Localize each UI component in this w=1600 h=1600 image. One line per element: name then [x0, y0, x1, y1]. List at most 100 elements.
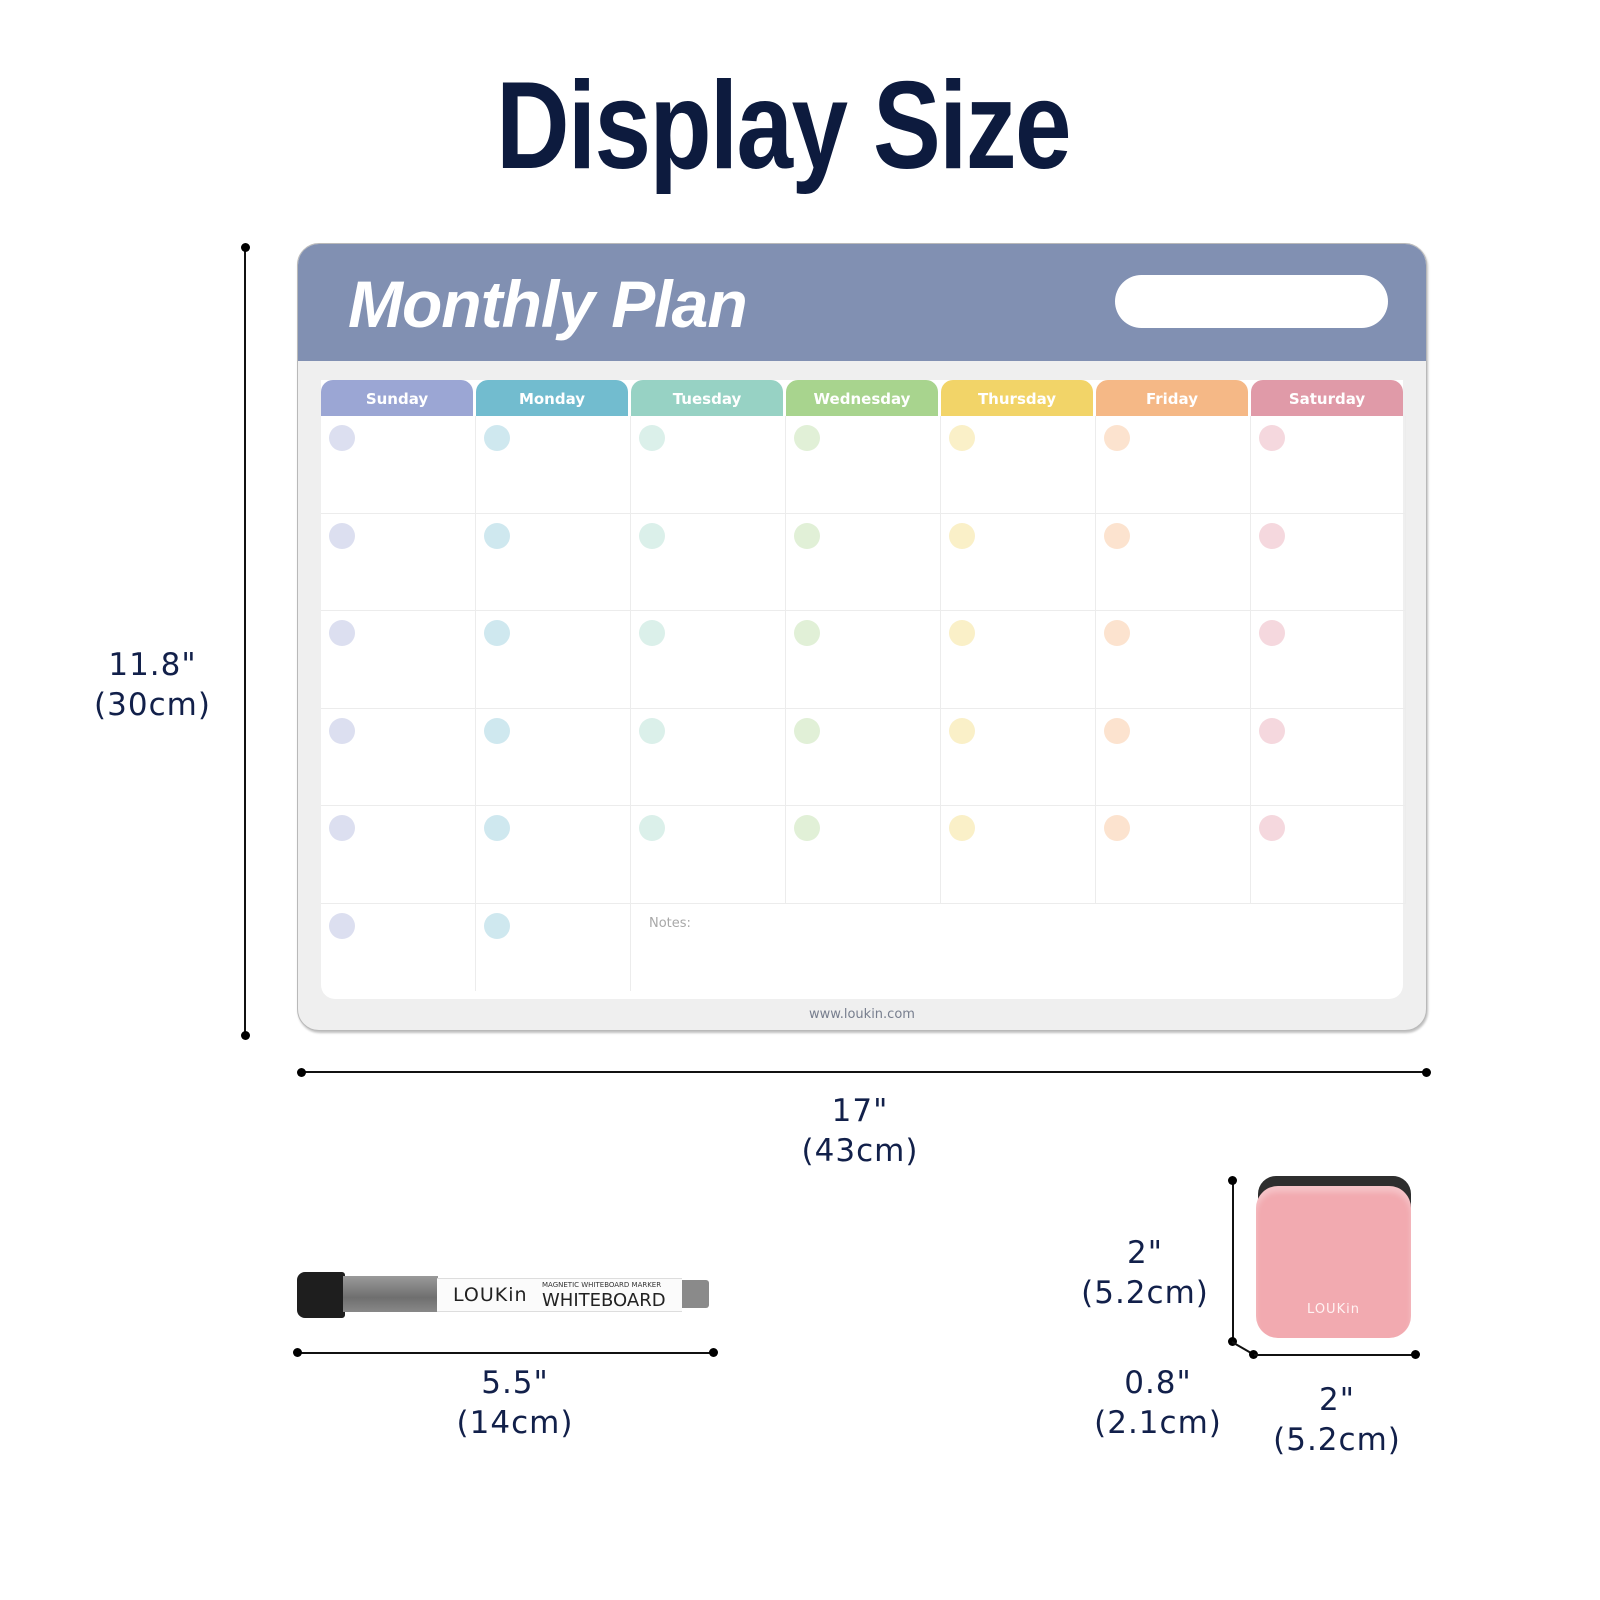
- monthly-plan-whiteboard: Monthly Plan Sunday Monday Tuesday Wednesda…: [297, 243, 1427, 1031]
- date-circle: [329, 522, 355, 549]
- dimension-endpoint: [241, 1031, 250, 1040]
- day-header-friday: Friday: [1096, 380, 1248, 416]
- calendar-grid: Sunday Monday Tuesday Wednesday Thursday Frid…: [321, 380, 1406, 999]
- whiteboard-marker: LOUKin MAGNETIC WHITEBOARD MARKER WHITEB…: [297, 1270, 709, 1320]
- dimension-endpoint: [241, 243, 250, 252]
- day-cell: [786, 806, 941, 904]
- date-circle: [949, 620, 975, 646]
- height-inches: 11.8": [108, 647, 197, 683]
- day-cell: [476, 708, 631, 806]
- eraser-width-label: 2" (5.2cm): [1247, 1380, 1427, 1460]
- width-dimension-line: [301, 1071, 1427, 1073]
- date-circle: [639, 717, 665, 744]
- date-circle: [794, 522, 820, 549]
- date-circle: [949, 717, 975, 744]
- day-cell: [1251, 611, 1406, 709]
- date-circle: [484, 522, 510, 549]
- date-circle: [639, 425, 665, 451]
- eraser-depth-cm: (2.1cm): [1094, 1405, 1222, 1441]
- day-header-sunday: Sunday: [321, 380, 473, 416]
- day-header-tuesday: Tuesday: [631, 380, 783, 416]
- date-circle: [949, 522, 975, 549]
- height-cm: (30cm): [94, 687, 211, 723]
- day-cell: [941, 611, 1096, 709]
- marker-length-label: 5.5" (14cm): [415, 1363, 615, 1443]
- date-circle: [639, 815, 665, 841]
- date-circle: [794, 717, 820, 744]
- day-cell: [321, 611, 476, 709]
- day-cell: [321, 513, 476, 611]
- date-circle: [329, 912, 355, 939]
- date-circle: [1104, 620, 1130, 646]
- dimension-endpoint: [293, 1348, 302, 1357]
- date-circle: [949, 425, 975, 451]
- dimension-endpoint: [1249, 1350, 1258, 1359]
- day-cell: [786, 416, 941, 514]
- marker-subtitle: MAGNETIC WHITEBOARD MARKER: [542, 1281, 662, 1289]
- day-cell: [321, 708, 476, 806]
- date-circle: [329, 620, 355, 646]
- dimension-endpoint: [1228, 1176, 1237, 1185]
- width-cm: (43cm): [801, 1133, 919, 1169]
- day-header-thursday: Thursday: [941, 380, 1093, 416]
- day-header-wednesday: Wednesday: [786, 380, 938, 416]
- day-cell: [1096, 513, 1251, 611]
- eraser-width-line: [1254, 1354, 1416, 1356]
- page-title: Display Size: [496, 57, 1071, 195]
- marker-length-cm: (14cm): [456, 1405, 574, 1441]
- day-cell: [941, 513, 1096, 611]
- board-header: Monthly Plan: [298, 244, 1426, 361]
- date-circle: [639, 522, 665, 549]
- day-cell: [941, 708, 1096, 806]
- eraser-depth-label: 0.8" (2.1cm): [1068, 1363, 1248, 1443]
- date-circle: [329, 717, 355, 744]
- date-circle: [484, 620, 510, 646]
- day-cell: [1096, 416, 1251, 514]
- date-circle: [484, 717, 510, 744]
- date-circle: [794, 620, 820, 646]
- eraser-height-cm: (5.2cm): [1081, 1275, 1209, 1311]
- eraser-width-cm: (5.2cm): [1273, 1422, 1401, 1458]
- marker-cap: [343, 1276, 438, 1312]
- date-circle: [1259, 425, 1285, 451]
- eraser-height-line: [1232, 1180, 1234, 1342]
- marker-length-inches: 5.5": [481, 1365, 549, 1401]
- date-circle: [794, 425, 820, 451]
- day-cell: [786, 513, 941, 611]
- dimension-endpoint: [1422, 1068, 1431, 1077]
- marker-eraser-cap: [297, 1272, 345, 1318]
- date-circle: [329, 425, 355, 451]
- day-cell: [476, 611, 631, 709]
- date-circle: [1104, 425, 1130, 451]
- dimension-endpoint: [709, 1348, 718, 1357]
- dimension-endpoint: [1411, 1350, 1420, 1359]
- date-circle: [1259, 717, 1285, 744]
- date-circle: [1259, 815, 1285, 841]
- notes-label: Notes:: [649, 915, 691, 931]
- date-circle: [1259, 522, 1285, 549]
- day-cell: [786, 611, 941, 709]
- date-circle: [1259, 620, 1285, 646]
- day-cell: [476, 513, 631, 611]
- dimension-endpoint: [297, 1068, 306, 1077]
- eraser-depth-inches: 0.8": [1124, 1365, 1192, 1401]
- date-circle: [1104, 815, 1130, 841]
- magnetic-eraser: LOUKin: [1256, 1186, 1411, 1338]
- day-header-saturday: Saturday: [1251, 380, 1403, 416]
- day-cell: [786, 708, 941, 806]
- day-cell: [476, 416, 631, 514]
- date-circle: [949, 815, 975, 841]
- board-width-label: 17" (43cm): [760, 1091, 960, 1171]
- day-cell: [1251, 708, 1406, 806]
- day-cell: [321, 806, 476, 904]
- day-cell: [321, 416, 476, 514]
- marker-brand: LOUKin: [453, 1284, 528, 1306]
- height-dimension-line: [244, 247, 246, 1035]
- eraser-height-inches: 2": [1127, 1235, 1163, 1271]
- website-text: www.loukin.com: [809, 1007, 915, 1022]
- date-circle: [484, 425, 510, 451]
- day-cell: [321, 903, 476, 991]
- day-cell: [476, 806, 631, 904]
- day-cell: [1251, 513, 1406, 611]
- day-cell: [1096, 806, 1251, 904]
